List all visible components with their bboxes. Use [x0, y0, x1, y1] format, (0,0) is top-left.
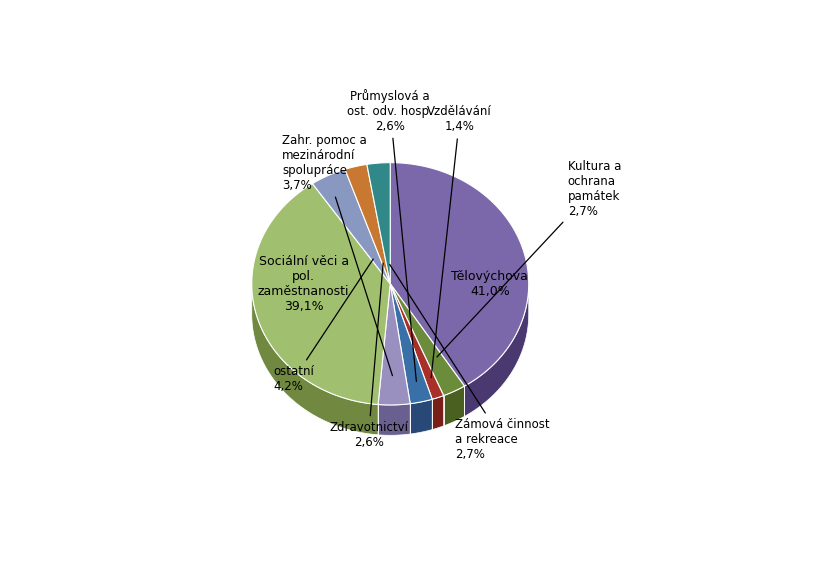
Polygon shape — [312, 169, 390, 284]
Text: Tělovýchova
41,0%: Tělovýchova 41,0% — [450, 270, 527, 298]
Polygon shape — [344, 164, 390, 284]
Text: Kultura a
ochrana
památek
2,7%: Kultura a ochrana památek 2,7% — [436, 160, 620, 357]
Polygon shape — [390, 284, 431, 404]
Text: Zámová činnost
a rekreace
2,7%: Zámová činnost a rekreace 2,7% — [389, 264, 549, 461]
Polygon shape — [390, 284, 464, 396]
Text: Zahr. pomoc a
mezinárodní
spolupráce
3,7%: Zahr. pomoc a mezinárodní spolupráce 3,7… — [282, 134, 392, 375]
Polygon shape — [390, 284, 443, 399]
Polygon shape — [252, 184, 390, 405]
Text: Průmyslová a
ost. odv. hosp.
2,6%: Průmyslová a ost. odv. hosp. 2,6% — [347, 89, 432, 382]
Text: ostatní
4,2%: ostatní 4,2% — [273, 259, 373, 393]
Polygon shape — [464, 285, 528, 416]
Polygon shape — [390, 162, 528, 386]
Polygon shape — [378, 284, 410, 405]
Text: Zdravotnictví
2,6%: Zdravotnictví 2,6% — [329, 263, 407, 449]
Polygon shape — [443, 386, 464, 426]
Text: Sociální věci a
pol.
zaměstnanosti
39,1%: Sociální věci a pol. zaměstnanosti 39,1% — [258, 255, 349, 313]
Polygon shape — [410, 399, 431, 434]
Text: Vzdělávání
1,4%: Vzdělávání 1,4% — [426, 105, 491, 378]
Polygon shape — [252, 286, 378, 435]
Polygon shape — [431, 396, 443, 429]
Polygon shape — [378, 404, 410, 435]
Polygon shape — [367, 162, 390, 284]
